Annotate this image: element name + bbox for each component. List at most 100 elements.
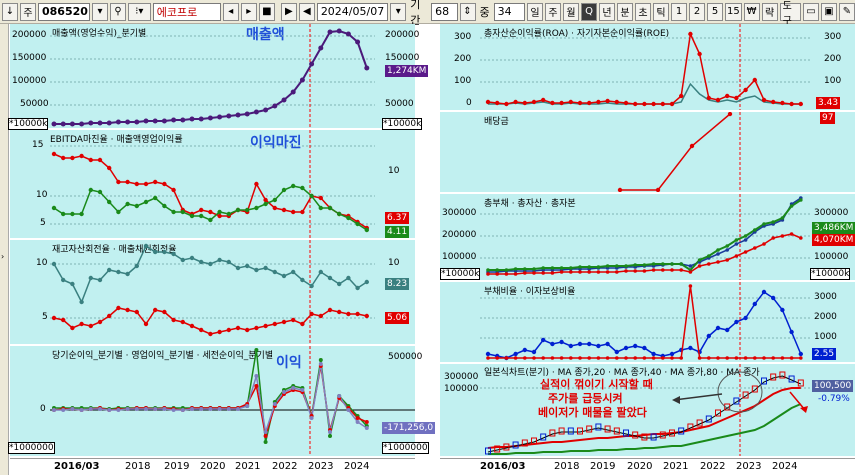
series-point	[171, 408, 176, 412]
prev-icon[interactable]: ◂	[222, 2, 239, 21]
series-point	[226, 407, 231, 411]
series-point	[189, 323, 195, 329]
series-point	[161, 118, 167, 124]
tf-minute[interactable]: 분	[617, 2, 633, 21]
tf-year[interactable]: 년	[599, 2, 615, 21]
series-point	[569, 356, 573, 360]
strategy-button[interactable]: 략	[761, 2, 778, 21]
series-point	[245, 404, 250, 408]
next-icon[interactable]: ▸	[240, 2, 257, 21]
tf-15[interactable]: 15	[725, 2, 742, 21]
x-tick: 2024	[772, 461, 798, 472]
tf-5[interactable]: 5	[707, 2, 723, 21]
series-point	[614, 349, 619, 355]
play-forward-button[interactable]: ▶	[280, 2, 297, 21]
lock-icon[interactable]: ■	[258, 2, 275, 21]
series-point	[98, 407, 102, 411]
margin-legend: EBITDA마진율 · 매출액영업이익률	[50, 135, 183, 145]
ytick-right: 150000	[385, 53, 420, 63]
series-point	[88, 323, 94, 329]
series-point	[318, 269, 323, 275]
series-point	[79, 299, 84, 305]
candle	[742, 391, 749, 399]
margin-chart	[50, 130, 375, 238]
window-icon[interactable]: ▭	[803, 2, 819, 21]
ytick: 300000	[442, 208, 477, 218]
series-point	[661, 262, 665, 266]
series-point	[734, 319, 739, 325]
series-point	[106, 120, 112, 126]
series-point	[291, 183, 296, 189]
tf-tick[interactable]: 틱	[653, 2, 669, 21]
series-point	[734, 238, 739, 242]
stock-code-input[interactable]: 086520	[38, 2, 90, 21]
overlap-input[interactable]: 34	[493, 2, 525, 21]
settings-icon[interactable]: ✎	[839, 2, 855, 21]
candle	[586, 425, 593, 433]
ytick: 10	[36, 258, 48, 268]
mode-button[interactable]: 주	[20, 2, 36, 21]
series-point	[716, 260, 720, 264]
roa-legend: 총자산순이익률(ROA) · 자기자본순이익률(ROE)	[484, 29, 670, 39]
code-dropdown-button[interactable]: ▾	[92, 2, 108, 21]
series-point	[162, 249, 167, 255]
currency-button[interactable]: ₩	[743, 2, 760, 21]
series-point	[134, 263, 139, 269]
series-point	[689, 143, 695, 149]
list-icon[interactable]: ⁝▾	[128, 2, 151, 21]
left-scroll-strip[interactable]: ›	[0, 24, 9, 475]
ytick: 0	[466, 98, 472, 108]
series-point	[245, 207, 250, 213]
series-point	[743, 87, 748, 93]
tf-1[interactable]: 1	[671, 2, 687, 21]
period-input[interactable]: 68	[431, 2, 458, 21]
ytick-right: 300	[824, 32, 842, 42]
series-point	[743, 238, 748, 242]
ytick: 15	[32, 140, 44, 150]
date-input[interactable]: 2024/05/07	[316, 2, 389, 21]
profit-annotation: 이익	[276, 355, 302, 371]
tf-month[interactable]: 월	[563, 2, 579, 21]
series-point	[199, 407, 204, 411]
series-point	[116, 305, 121, 311]
play-back-button[interactable]: ◀	[298, 2, 315, 21]
save-icon[interactable]: ▣	[821, 2, 837, 21]
series-point	[725, 244, 729, 248]
stock-name-input[interactable]: 에코프로	[152, 2, 221, 21]
left-x-axis: 2016/03 2018 2019 2020 2021 2022 2023 20…	[10, 458, 415, 474]
series-point	[171, 251, 176, 257]
series-point	[617, 187, 623, 192]
series-point	[88, 187, 94, 193]
series-point	[762, 222, 766, 226]
series-point	[355, 39, 361, 45]
tf-week[interactable]: 주	[545, 2, 561, 21]
expand-icon[interactable]: ›	[1, 252, 5, 261]
x-tick: 2018	[554, 461, 580, 472]
series-point	[688, 31, 693, 37]
search-icon[interactable]: ⚲	[110, 2, 126, 21]
series-point	[245, 263, 250, 269]
series-point	[125, 271, 130, 277]
turnover-legend: 재고자산회전율 · 매출채권회전율	[52, 245, 177, 255]
series-point	[263, 323, 268, 329]
tf-day[interactable]: 일	[527, 2, 543, 21]
tf-2[interactable]: 2	[689, 2, 705, 21]
series-point	[605, 264, 610, 268]
candle	[797, 379, 804, 387]
tf-quarter[interactable]: Q	[581, 2, 597, 21]
series-point	[107, 199, 112, 205]
series-point	[688, 345, 693, 351]
candle	[733, 397, 740, 405]
down-arrow-button[interactable]: ↓	[2, 2, 18, 21]
profit-chart	[50, 346, 415, 456]
date-dropdown-button[interactable]: ▾	[390, 2, 407, 21]
series-point	[532, 356, 536, 360]
candle	[531, 437, 537, 445]
series-point	[669, 351, 675, 357]
series-point	[725, 93, 730, 99]
series-point	[125, 307, 130, 313]
tool-button[interactable]: 도구	[779, 1, 801, 27]
left-panel-margin: EBITDA마진율 · 매출액영업이익률 이익마진 15 10 5 10 6.3…	[10, 130, 415, 238]
tf-second[interactable]: 초	[635, 2, 651, 21]
spin-icon[interactable]: ⇕	[459, 2, 476, 21]
